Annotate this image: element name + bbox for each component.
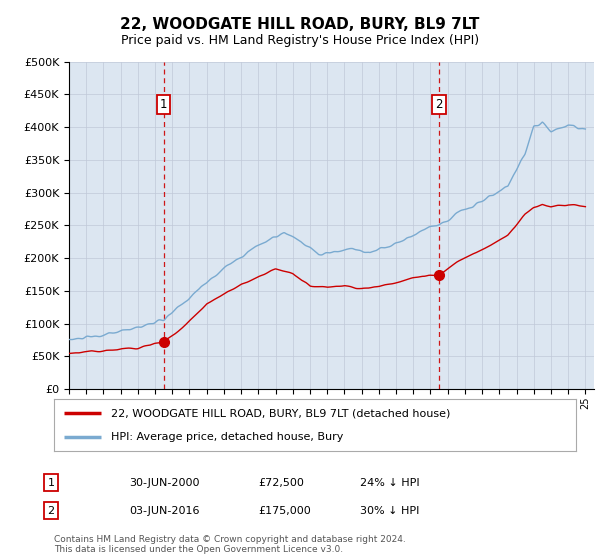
- Text: Contains HM Land Registry data © Crown copyright and database right 2024.: Contains HM Land Registry data © Crown c…: [54, 535, 406, 544]
- Text: 30-JUN-2000: 30-JUN-2000: [129, 478, 199, 488]
- Text: £175,000: £175,000: [258, 506, 311, 516]
- Text: Price paid vs. HM Land Registry's House Price Index (HPI): Price paid vs. HM Land Registry's House …: [121, 34, 479, 47]
- Text: 2: 2: [47, 506, 55, 516]
- Text: 1: 1: [160, 97, 167, 111]
- Text: 30% ↓ HPI: 30% ↓ HPI: [360, 506, 419, 516]
- Text: 22, WOODGATE HILL ROAD, BURY, BL9 7LT (detached house): 22, WOODGATE HILL ROAD, BURY, BL9 7LT (d…: [112, 408, 451, 418]
- Text: 1: 1: [47, 478, 55, 488]
- Text: 24% ↓ HPI: 24% ↓ HPI: [360, 478, 419, 488]
- Text: HPI: Average price, detached house, Bury: HPI: Average price, detached house, Bury: [112, 432, 344, 442]
- Text: 03-JUN-2016: 03-JUN-2016: [129, 506, 199, 516]
- Text: This data is licensed under the Open Government Licence v3.0.: This data is licensed under the Open Gov…: [54, 545, 343, 554]
- Text: 22, WOODGATE HILL ROAD, BURY, BL9 7LT: 22, WOODGATE HILL ROAD, BURY, BL9 7LT: [121, 17, 479, 31]
- Text: 2: 2: [436, 97, 443, 111]
- Text: £72,500: £72,500: [258, 478, 304, 488]
